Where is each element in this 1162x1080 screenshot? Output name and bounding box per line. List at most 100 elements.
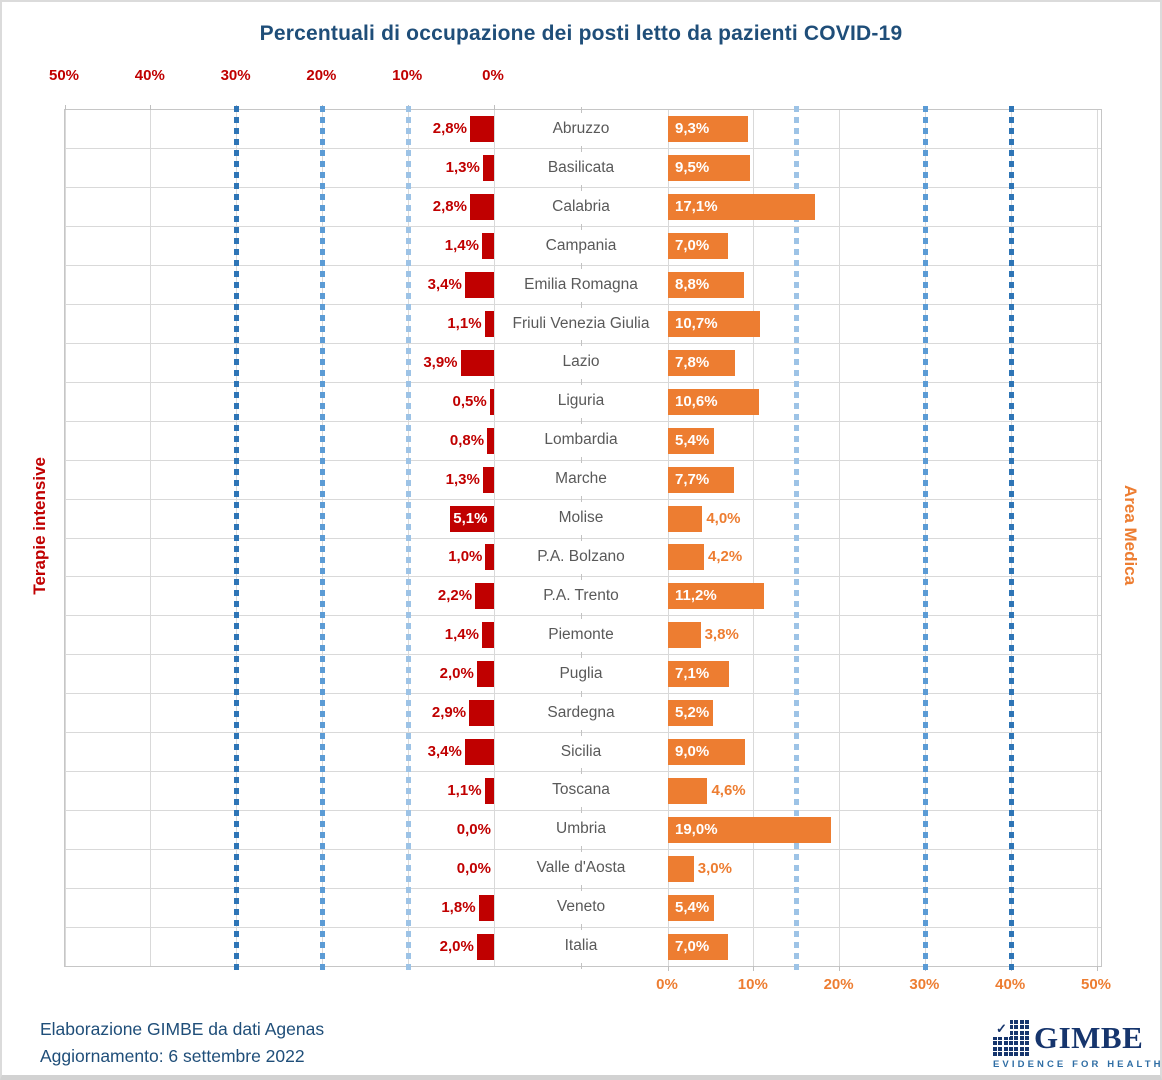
logo-dot — [993, 1046, 997, 1051]
am-bar — [668, 855, 694, 882]
row-line — [65, 576, 1101, 578]
logo-dot — [1009, 1025, 1013, 1030]
axis-tick-bottom — [1096, 966, 1098, 971]
ti-value-label: 1,0% — [448, 548, 483, 566]
row-line — [65, 187, 1101, 189]
logo-dot — [1003, 1052, 1008, 1056]
am-bar — [668, 194, 815, 221]
am-value-label: 3,8% — [704, 626, 739, 644]
ti-value-label: 0,0% — [456, 859, 491, 877]
am-bar — [668, 272, 744, 299]
ti-value-label: 1,8% — [441, 898, 476, 916]
logo-dot — [1003, 1046, 1008, 1051]
am-bar — [668, 505, 703, 532]
region-name: Friuli Venezia Giulia — [512, 314, 650, 332]
top-axis-tick-label: 30% — [220, 67, 251, 84]
region-name: Calabria — [552, 197, 610, 215]
region-name: Lazio — [562, 353, 600, 371]
region-name: Umbria — [556, 820, 606, 838]
logo-dot — [998, 1046, 1003, 1051]
region-name: Molise — [558, 509, 604, 527]
region-name: Liguria — [557, 392, 605, 410]
region-name: Sicilia — [560, 742, 602, 760]
logo-dot — [1014, 1020, 1019, 1024]
logo-dot — [1019, 1025, 1024, 1030]
logo-dot — [1014, 1025, 1019, 1030]
ti-value-label: 1,1% — [447, 315, 482, 332]
am-value-label: 10,6% — [675, 392, 718, 410]
row-line — [65, 148, 1101, 150]
ti-value-label: 5,1% — [453, 509, 488, 527]
ti-bar — [469, 700, 494, 727]
gimbe-logo-text: GIMBE — [1034, 1020, 1144, 1055]
ti-bar — [485, 544, 494, 571]
bottom-axis-tick-label: 40% — [995, 976, 1026, 993]
logo-dot — [1025, 1041, 1029, 1046]
bottom-axis-tick-label: 10% — [737, 976, 768, 993]
logo-dot — [1019, 1041, 1024, 1046]
row-line — [65, 459, 1101, 461]
region-name: P.A. Trento — [543, 586, 619, 604]
check-icon: ✓ — [993, 1020, 1010, 1037]
category-tick — [580, 963, 582, 969]
gimbe-logo-row: ✓ GIMBE — [993, 1020, 1143, 1056]
ti-value-label: 1,4% — [444, 626, 479, 644]
category-tick — [580, 535, 582, 541]
axis-tick-top — [64, 105, 66, 110]
am-value-label: 8,8% — [675, 276, 710, 294]
category-tick — [580, 418, 582, 425]
axis-tick-bottom — [753, 966, 755, 971]
logo-dot — [1009, 1036, 1013, 1040]
ti-value-label: 1,4% — [444, 237, 479, 255]
logo-dot — [1009, 1020, 1013, 1024]
region-name: Emilia Romagna — [524, 275, 638, 293]
category-tick — [580, 301, 582, 308]
region-name: Piemonte — [548, 625, 614, 643]
logo-dot — [1025, 1046, 1029, 1051]
logo-dot — [1019, 1020, 1024, 1024]
row-line — [65, 381, 1101, 383]
category-tick — [580, 690, 582, 697]
axis-tick-top — [150, 105, 152, 110]
am-value-label: 4,2% — [708, 548, 743, 566]
top-axis-tick-label: 20% — [306, 67, 337, 84]
logo-dot — [998, 1041, 1003, 1046]
row-line — [65, 809, 1101, 811]
footer: Elaborazione GIMBE da dati Agenas Aggior… — [40, 1016, 324, 1070]
category-tick — [580, 457, 582, 464]
am-bar — [668, 155, 750, 182]
ti-bar — [464, 739, 494, 765]
row-line — [65, 304, 1101, 306]
category-tick — [580, 573, 582, 580]
am-value-label: 3,0% — [697, 859, 732, 877]
am-bar — [668, 233, 729, 260]
row-line — [65, 342, 1101, 344]
ti-value-label: 2,8% — [432, 120, 467, 138]
ti-value-label: 3,4% — [427, 276, 462, 294]
ti-bar — [464, 272, 494, 299]
logo-dot — [1019, 1036, 1024, 1040]
logo-dot — [1025, 1052, 1029, 1056]
am-bar — [668, 777, 708, 804]
region-name: Italia — [564, 937, 598, 955]
bottom-axis-tick-label: 0% — [656, 976, 678, 993]
am-value-label: 5,4% — [675, 431, 710, 449]
ti-bar — [482, 155, 494, 182]
gimbe-logo-icon: ✓ — [993, 1020, 1029, 1056]
ti-bar — [478, 894, 494, 921]
am-value-label: 7,8% — [675, 353, 710, 371]
category-tick — [580, 924, 582, 931]
ti-value-label: 1,1% — [447, 781, 482, 799]
threshold-line-right — [922, 106, 928, 970]
row-line — [65, 498, 1101, 500]
ti-bar — [475, 583, 494, 610]
logo-dot — [1019, 1046, 1024, 1051]
logo-dot — [1014, 1041, 1019, 1046]
am-value-label: 4,6% — [711, 781, 746, 799]
logo-dot — [998, 1052, 1003, 1056]
logo-dot — [1019, 1052, 1024, 1056]
am-bar — [668, 116, 748, 143]
logo-dot — [1009, 1046, 1013, 1051]
left-axis-title: Terapie intensive — [30, 457, 49, 595]
